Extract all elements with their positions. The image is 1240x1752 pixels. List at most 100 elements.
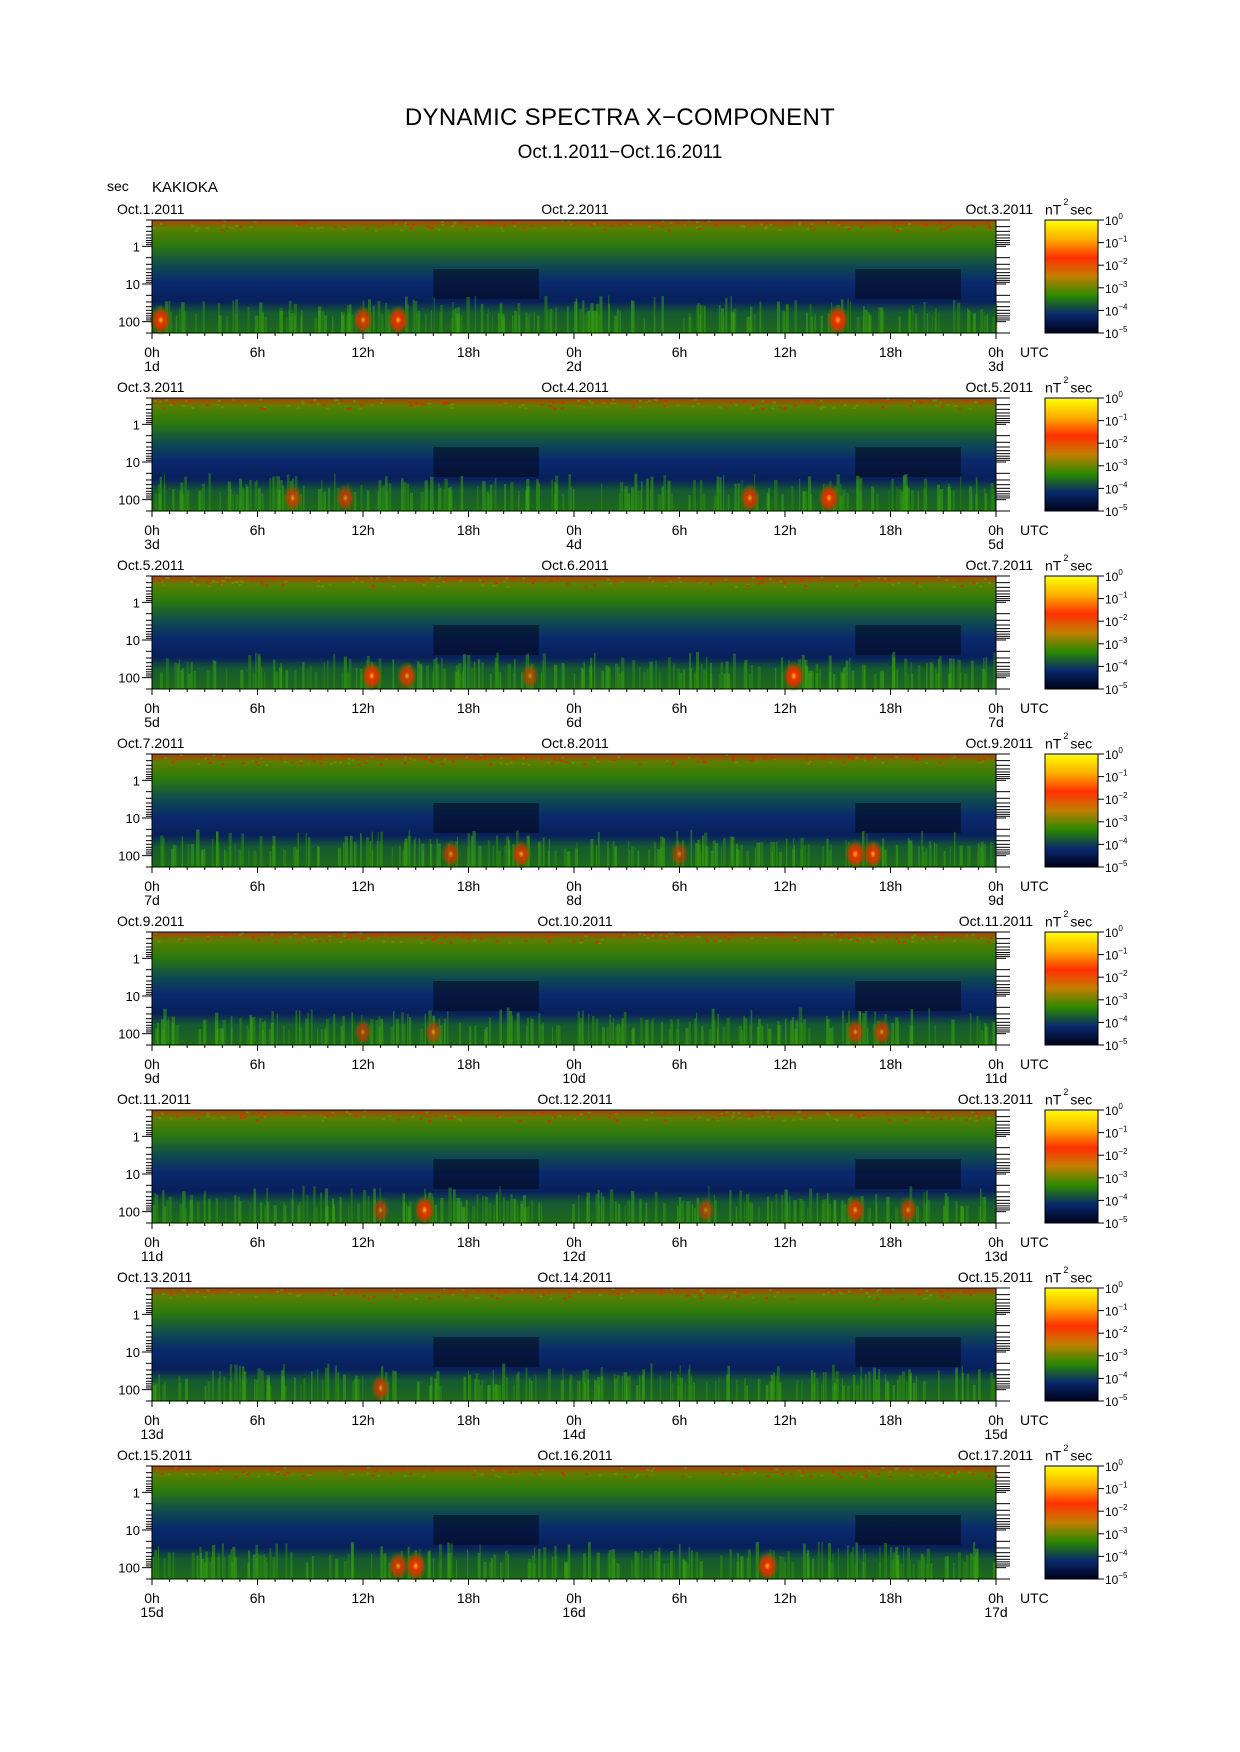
noise-speck — [238, 934, 242, 937]
noise-speck — [698, 1289, 702, 1292]
noise-speck — [341, 755, 345, 758]
noise-speck — [760, 1115, 764, 1118]
x-tick-label: 0h — [988, 1412, 1004, 1428]
noise-speck — [661, 576, 665, 579]
colorbar-unit-tail: sec — [1070, 735, 1093, 752]
colorbar-tick-exponent: −2 — [1118, 1147, 1128, 1156]
noise-speck — [552, 932, 556, 935]
noise-speck — [204, 757, 208, 760]
noise-speck — [296, 1294, 300, 1297]
noise-speck — [380, 402, 384, 405]
noise-speck — [810, 223, 814, 226]
noise-speck — [829, 761, 833, 764]
noise-speck — [542, 1293, 546, 1296]
noise-speck — [600, 938, 604, 941]
x-tick-label: 12h — [773, 1234, 796, 1250]
noise-speck — [592, 756, 596, 759]
noise-speck — [185, 1473, 189, 1476]
noise-speck — [238, 583, 242, 586]
y-tick-label: 1 — [133, 595, 140, 610]
x-tick-label: 6h — [672, 1412, 688, 1428]
noise-speck — [919, 932, 923, 935]
noise-speck — [699, 1296, 703, 1299]
noise-speck — [434, 936, 438, 939]
noise-speck — [426, 1115, 430, 1118]
noise-speck — [874, 220, 878, 223]
x-tick-label: 6h — [250, 1056, 266, 1072]
noise-speck — [564, 760, 568, 763]
noise-speck — [351, 758, 355, 761]
colorbar-tick-exponent: 0 — [1118, 924, 1123, 933]
x-tick-label: 0h — [144, 1056, 160, 1072]
noise-speck — [451, 403, 455, 406]
noise-speck — [425, 1111, 429, 1114]
colorbar-tick-base: 10 — [1105, 437, 1119, 451]
noise-speck — [668, 580, 672, 583]
noise-speck — [483, 757, 487, 760]
noise-speck — [718, 406, 722, 409]
colorbar-tick-base: 10 — [1105, 1194, 1119, 1208]
noise-speck — [953, 1470, 957, 1473]
noise-speck — [540, 1469, 544, 1472]
noise-speck — [505, 763, 509, 766]
noise-speck — [499, 1469, 503, 1472]
noise-speck — [734, 585, 738, 588]
x-tick-label: 0h — [566, 344, 582, 360]
x-tick-label: 18h — [879, 522, 902, 538]
colorbar-unit-label: nT 2 sec — [1045, 1443, 1092, 1464]
noise-speck — [751, 576, 755, 579]
x-tick-label: 6h — [672, 522, 688, 538]
noise-speck — [822, 406, 826, 409]
x-tick-label: 18h — [457, 700, 480, 716]
noise-speck — [839, 1475, 843, 1478]
noise-speck — [685, 1294, 689, 1297]
day-label: 12d — [562, 1248, 585, 1264]
noise-speck — [192, 580, 196, 583]
noise-speck — [294, 221, 298, 224]
noise-speck — [590, 1467, 594, 1470]
noise-speck — [664, 935, 668, 938]
noise-speck — [960, 584, 964, 587]
panel-end-date: Oct.17.2011 — [957, 1447, 1033, 1463]
noise-speck — [437, 228, 441, 231]
noise-speck — [431, 939, 435, 942]
colorbar-tick-label: 10−3 — [1105, 458, 1128, 474]
noise-speck — [452, 1115, 456, 1118]
noise-speck — [286, 1471, 290, 1474]
noise-speck — [370, 576, 374, 579]
colorbar-tick-label: 10−5 — [1105, 325, 1128, 341]
noise-speck — [836, 756, 840, 759]
noise-speck — [807, 576, 811, 579]
noise-speck — [561, 401, 565, 404]
colorbar-unit-tail: sec — [1070, 557, 1093, 574]
colorbar-unit-tail: sec — [1070, 913, 1093, 930]
noise-speck — [158, 1117, 162, 1120]
spectrogram-panel: Oct.1.2011 Oct.2.2011 Oct.3.2011 nT 2 sec 1 10 1… — [0, 197, 1240, 379]
noise-speck — [549, 1297, 553, 1300]
colorbar-tick-exponent: −3 — [1118, 636, 1128, 645]
noise-speck — [553, 407, 557, 410]
noise-speck — [881, 761, 885, 764]
noise-speck — [270, 933, 274, 936]
noise-speck — [618, 222, 622, 225]
noise-speck — [374, 229, 378, 232]
x-tick-label: 6h — [250, 1590, 266, 1606]
x-tick-label: 0h — [144, 878, 160, 894]
noise-speck — [664, 399, 668, 402]
noise-speck — [649, 227, 653, 230]
noise-speck — [429, 577, 433, 580]
noise-speck — [589, 224, 593, 227]
noise-speck — [865, 1291, 869, 1294]
noise-speck — [451, 760, 455, 763]
noise-speck — [498, 401, 502, 404]
noise-speck — [978, 761, 982, 764]
noise-speck — [642, 1466, 646, 1469]
noise-speck — [614, 1111, 618, 1114]
x-tick-label: 12h — [351, 700, 374, 716]
noise-speck — [768, 577, 772, 580]
spectrogram-panel: Oct.13.2011 Oct.14.2011 Oct.15.2011 nT 2 sec 1… — [0, 1265, 1240, 1447]
noise-speck — [800, 1475, 804, 1478]
noise-speck — [668, 932, 672, 935]
noise-speck — [740, 1468, 744, 1471]
noise-speck — [449, 404, 453, 407]
